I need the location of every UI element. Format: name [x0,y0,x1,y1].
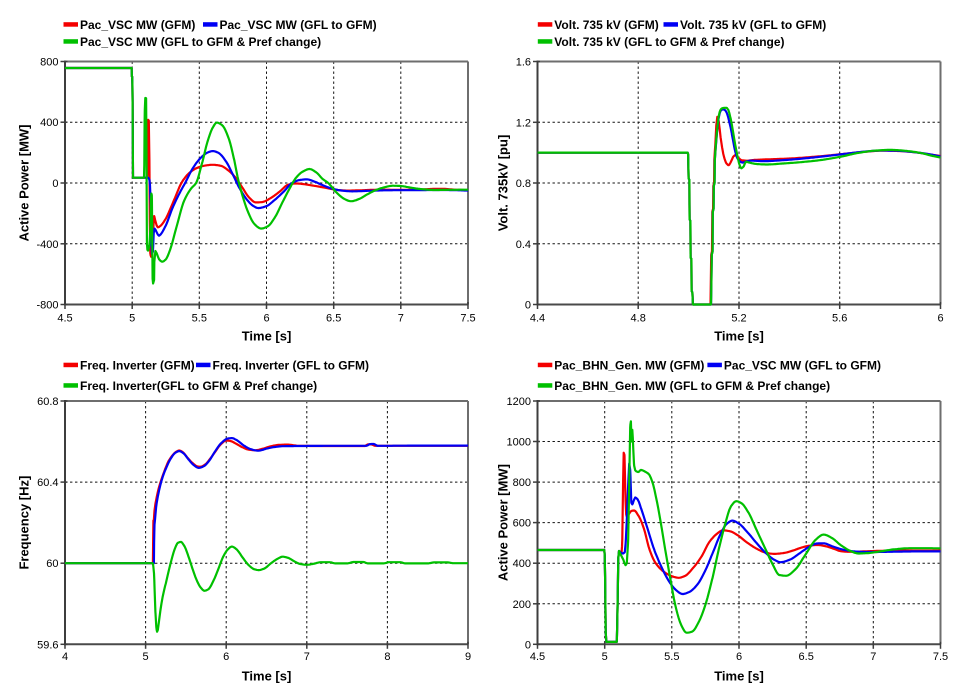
svg-text:4.5: 4.5 [530,651,545,663]
svg-text:Freq. Inverter (GFM): Freq. Inverter (GFM) [80,359,195,373]
svg-text:7: 7 [304,651,310,663]
svg-text:5: 5 [602,651,608,663]
svg-text:7.5: 7.5 [933,651,948,663]
svg-text:6: 6 [937,313,943,325]
svg-text:Active Power [MW]: Active Power [MW] [17,124,32,241]
svg-text:Active Power [MW]: Active Power [MW] [496,464,511,581]
svg-text:5: 5 [129,313,135,325]
svg-text:Time [s]: Time [s] [242,329,292,344]
svg-text:60.4: 60.4 [37,477,58,489]
svg-text:5: 5 [143,651,149,663]
svg-text:59.6: 59.6 [37,639,58,651]
svg-text:4.8: 4.8 [631,313,646,325]
svg-text:1.2: 1.2 [516,117,531,129]
svg-text:7: 7 [870,651,876,663]
svg-text:Volt. 735kV [pu]: Volt. 735kV [pu] [496,135,511,232]
svg-text:0.8: 0.8 [516,178,531,190]
svg-text:1200: 1200 [507,396,531,408]
svg-text:5.2: 5.2 [731,313,746,325]
svg-text:4: 4 [62,651,68,663]
svg-text:Pac_VSC MW (GFL to GFM): Pac_VSC MW (GFL to GFM) [724,359,881,373]
svg-text:Time [s]: Time [s] [242,668,292,683]
svg-text:0: 0 [52,178,58,190]
svg-text:1.6: 1.6 [516,57,531,69]
svg-text:0.4: 0.4 [516,239,531,251]
svg-text:400: 400 [513,558,531,570]
svg-text:Frequency [Hz]: Frequency [Hz] [17,476,32,570]
svg-text:Volt. 735 kV (GFL to GFM): Volt. 735 kV (GFL to GFM) [680,18,826,32]
svg-text:4.4: 4.4 [530,313,545,325]
svg-text:Pac_VSC MW (GFL to GFM & Pref: Pac_VSC MW (GFL to GFM & Pref change) [80,35,321,49]
svg-text:6: 6 [223,651,229,663]
svg-text:8: 8 [384,651,390,663]
svg-text:9: 9 [465,651,471,663]
svg-text:0: 0 [525,639,531,651]
svg-text:600: 600 [513,518,531,530]
svg-text:Time [s]: Time [s] [714,668,764,683]
svg-text:-400: -400 [36,239,58,251]
svg-text:6.5: 6.5 [326,313,341,325]
svg-text:200: 200 [513,599,531,611]
svg-text:Pac_BHN_Gen. MW (GFL to GFM &: Pac_BHN_Gen. MW (GFL to GFM & Pref chang… [554,379,830,393]
svg-text:Freq. Inverter(GFL to GFM & Pr: Freq. Inverter(GFL to GFM & Pref change) [80,379,317,393]
svg-text:1000: 1000 [507,437,531,449]
svg-text:Time [s]: Time [s] [714,329,764,344]
svg-text:Volt. 735 kV (GFM): Volt. 735 kV (GFM) [554,18,658,32]
svg-text:0: 0 [525,300,531,312]
svg-text:60.8: 60.8 [37,396,58,408]
svg-text:Pac_BHN_Gen. MW (GFM): Pac_BHN_Gen. MW (GFM) [554,359,704,373]
svg-text:5.6: 5.6 [832,313,847,325]
svg-text:7: 7 [398,313,404,325]
svg-text:6: 6 [263,313,269,325]
svg-text:800: 800 [40,57,58,69]
svg-text:Volt. 735 kV (GFL to GFM & Pre: Volt. 735 kV (GFL to GFM & Pref change) [554,35,784,49]
svg-text:7.5: 7.5 [460,313,475,325]
svg-text:800: 800 [513,477,531,489]
svg-text:6.5: 6.5 [799,651,814,663]
svg-text:400: 400 [40,117,58,129]
svg-text:-800: -800 [36,300,58,312]
svg-text:5.5: 5.5 [664,651,679,663]
svg-text:Freq. Inverter (GFL to GFM): Freq. Inverter (GFL to GFM) [213,359,369,373]
svg-text:Pac_VSC MW (GFM): Pac_VSC MW (GFM) [80,18,195,32]
svg-text:5.5: 5.5 [192,313,207,325]
svg-text:60: 60 [46,558,58,570]
svg-text:4.5: 4.5 [57,313,72,325]
svg-text:6: 6 [736,651,742,663]
svg-text:Pac_VSC MW (GFL to GFM): Pac_VSC MW (GFL to GFM) [220,18,377,32]
